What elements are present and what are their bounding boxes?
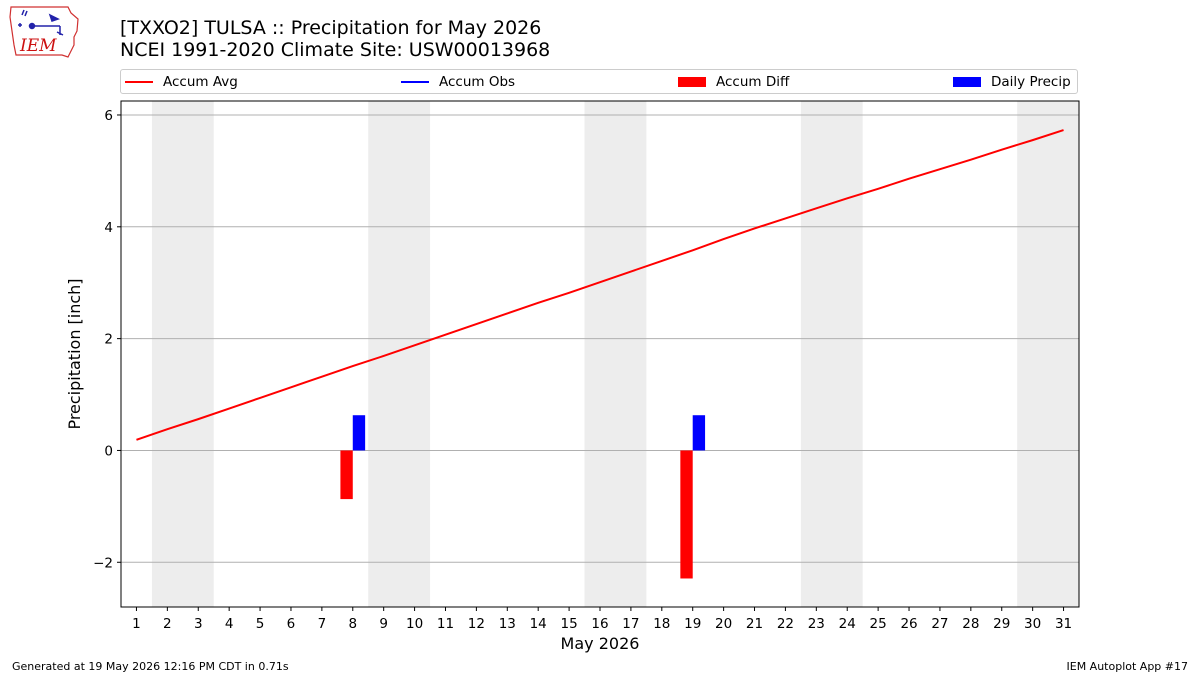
chart-legend: Accum Avg Accum Obs Accum Diff Daily Pre… (120, 69, 1078, 94)
x-tick-label: 20 (715, 616, 732, 632)
x-tick-label: 16 (591, 616, 608, 632)
x-tick-label: 23 (808, 616, 825, 632)
legend-item-daily-precip: Daily Precip (953, 70, 1071, 94)
x-tick-label: 5 (256, 616, 265, 632)
y-tick-label: 4 (104, 220, 113, 236)
footer-generated-text: Generated at 19 May 2026 12:16 PM CDT in… (12, 660, 289, 673)
bar-daily-precip (352, 415, 366, 451)
chart-title: [TXXO2] TULSA :: Precipitation for May 2… (120, 17, 542, 39)
x-tick-label: 30 (1024, 616, 1041, 632)
legend-item-accum-diff: Accum Diff (678, 70, 789, 94)
x-tick-label: 7 (318, 616, 327, 632)
weekend-band-3 (800, 101, 863, 607)
chart-subtitle: NCEI 1991-2020 Climate Site: USW00013968 (120, 39, 551, 61)
y-tick-label: 6 (104, 108, 113, 124)
x-tick-label: 19 (684, 616, 701, 632)
x-tick-label: 2 (163, 616, 172, 632)
y-tick-label: 0 (104, 443, 113, 459)
x-tick-label: 22 (777, 616, 794, 632)
x-tick-label: 11 (437, 616, 454, 632)
bar-daily-precip (692, 415, 706, 451)
plot-frame (120, 100, 1080, 608)
x-tick-label: 27 (931, 616, 948, 632)
footer-app-text: IEM Autoplot App #17 (1066, 660, 1189, 673)
x-tick-label: 1 (132, 616, 141, 632)
x-tick-label: 17 (622, 616, 639, 632)
x-tick-label: 29 (993, 616, 1010, 632)
legend-label-accum-diff: Accum Diff (716, 74, 790, 90)
weekend-band-2 (584, 101, 647, 607)
x-tick-label: 21 (746, 616, 763, 632)
iowa-outline-icon (9, 6, 79, 58)
y-tick-label: 2 (104, 332, 113, 348)
legend-label-accum-obs: Accum Obs (439, 74, 516, 90)
legend-swatch-accum-diff (678, 77, 706, 87)
x-tick-label: 18 (653, 616, 670, 632)
x-tick-label: 24 (839, 616, 856, 632)
x-tick-label: 3 (194, 616, 203, 632)
legend-label-daily-precip: Daily Precip (991, 74, 1071, 90)
legend-swatch-accum-avg (125, 81, 153, 83)
x-tick-label: 15 (561, 616, 578, 632)
x-tick-label: 4 (225, 616, 234, 632)
bar-accum-diff (680, 450, 693, 579)
x-tick-label: 13 (499, 616, 516, 632)
x-tick-label: 26 (900, 616, 917, 632)
logo-text: IEM (19, 36, 57, 56)
weekend-band-1 (368, 101, 431, 607)
x-tick-label: 8 (348, 616, 357, 632)
legend-item-accum-obs: Accum Obs (401, 70, 515, 94)
x-tick-label: 25 (870, 616, 887, 632)
x-axis-label: May 2026 (561, 634, 640, 653)
bar-accum-diff (340, 450, 353, 500)
iem-logo: IEM (9, 6, 79, 58)
line-accum-avg (136, 129, 1064, 441)
legend-swatch-daily-precip (953, 77, 981, 87)
weekend-band-4 (1017, 101, 1079, 607)
x-tick-label: 10 (406, 616, 423, 632)
weather-symbols-icon (18, 9, 64, 36)
legend-label-accum-avg: Accum Avg (163, 74, 238, 90)
y-axis-label: Precipitation [inch] (65, 278, 84, 429)
x-tick-label: 9 (379, 616, 388, 632)
y-tick-label: −2 (93, 555, 113, 571)
x-tick-label: 14 (530, 616, 547, 632)
weekend-band-0 (151, 101, 214, 607)
x-tick-label: 31 (1055, 616, 1072, 632)
x-tick-label: 12 (468, 616, 485, 632)
x-tick-label: 6 (287, 616, 296, 632)
legend-swatch-accum-obs (401, 81, 429, 83)
legend-item-accum-avg: Accum Avg (125, 70, 238, 94)
x-tick-label: 28 (962, 616, 979, 632)
